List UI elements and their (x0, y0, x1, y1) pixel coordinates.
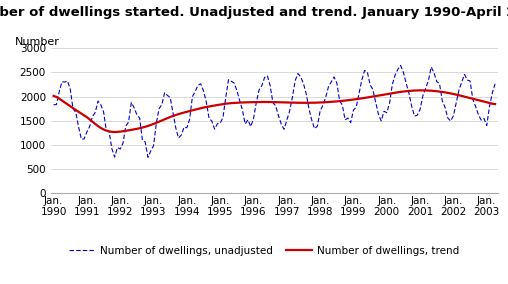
Legend: Number of dwellings, unadjusted, Number of dwellings, trend: Number of dwellings, unadjusted, Number … (65, 242, 463, 260)
Number of dwellings, trend (112, 130, 118, 134)
Number of dwellings, unadjusted (145, 156, 151, 159)
Text: Number of dwellings started. Unadjusted and trend. January 1990-April 2003: Number of dwellings started. Unadjusted … (0, 6, 508, 19)
Number of dwellings, unadjusted (492, 82, 498, 85)
Number of dwellings, unadjusted (298, 75, 304, 79)
Number of dwellings, trend (50, 94, 56, 98)
Number of dwellings, unadjusted (398, 64, 404, 67)
Number of dwellings, trend (298, 101, 304, 105)
Number of dwellings, unadjusted (475, 113, 482, 116)
Line: Number of dwellings, trend: Number of dwellings, trend (53, 90, 495, 132)
Number of dwellings, unadjusted (178, 133, 184, 137)
Number of dwellings, trend (492, 102, 498, 106)
Text: Number: Number (15, 37, 60, 47)
Number of dwellings, trend (414, 89, 420, 92)
Number of dwellings, trend (339, 99, 345, 103)
Number of dwellings, unadjusted (139, 139, 145, 142)
Number of dwellings, trend (142, 125, 148, 129)
Number of dwellings, unadjusted (50, 103, 56, 106)
Number of dwellings, trend (417, 89, 423, 92)
Number of dwellings, trend (475, 99, 482, 102)
Number of dwellings, unadjusted (339, 104, 345, 107)
Number of dwellings, unadjusted (417, 108, 423, 111)
Line: Number of dwellings, unadjusted: Number of dwellings, unadjusted (53, 66, 495, 157)
Number of dwellings, trend (178, 112, 184, 115)
